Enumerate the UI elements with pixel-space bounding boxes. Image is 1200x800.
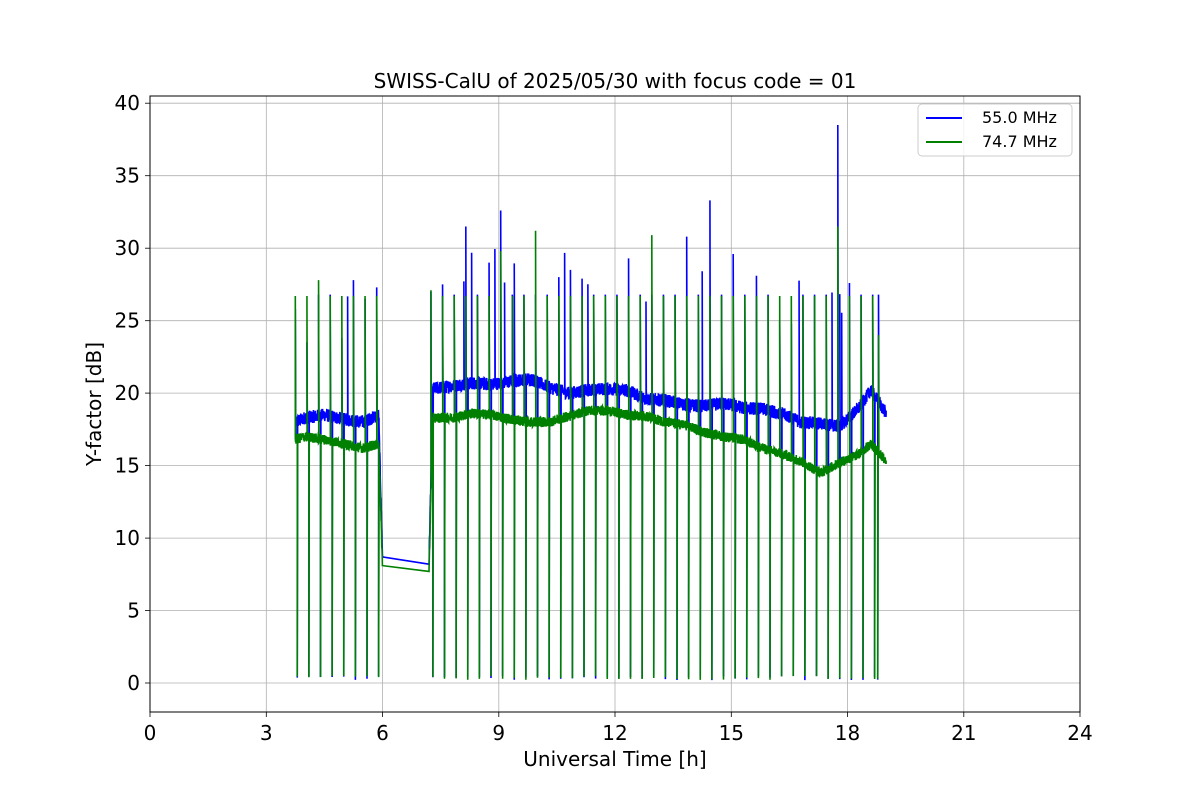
y-tick-label: 30 <box>115 236 140 260</box>
series-layer <box>294 124 887 681</box>
x-tick-label: 9 <box>492 721 505 745</box>
series-line-1 <box>294 226 887 680</box>
series-line-0 <box>294 124 887 681</box>
y-axis: 0 5 10 15 20 25 30 35 40 <box>115 91 150 695</box>
y-tick-label: 5 <box>127 599 140 623</box>
x-axis-label: Universal Time [h] <box>523 747 706 771</box>
x-tick-label: 21 <box>951 721 976 745</box>
legend: 55.0 MHz 74.7 MHz <box>917 103 1073 157</box>
y-tick-label: 0 <box>127 671 140 695</box>
y-tick-label: 25 <box>115 309 140 333</box>
y-tick-label: 10 <box>115 526 140 550</box>
y-tick-label: 20 <box>115 381 140 405</box>
x-tick-label: 15 <box>719 721 744 745</box>
y-tick-label: 15 <box>115 454 140 478</box>
x-axis: 0 3 6 9 12 15 18 21 24 <box>144 712 1093 745</box>
legend-label-55mhz: 55.0 MHz <box>982 108 1057 127</box>
y-tick-label: 40 <box>115 91 140 115</box>
x-tick-label: 12 <box>602 721 627 745</box>
legend-label-74mhz: 74.7 MHz <box>982 132 1057 151</box>
x-tick-label: 18 <box>835 721 860 745</box>
x-tick-label: 3 <box>260 721 273 745</box>
x-tick-label: 6 <box>376 721 389 745</box>
chart-title: SWISS-CalU of 2025/05/30 with focus code… <box>374 69 857 93</box>
x-tick-label: 0 <box>144 721 157 745</box>
y-axis-label: Y-factor [dB] <box>82 342 106 467</box>
y-tick-label: 35 <box>115 164 140 188</box>
plot-area <box>149 95 1081 713</box>
x-tick-label: 24 <box>1067 721 1092 745</box>
